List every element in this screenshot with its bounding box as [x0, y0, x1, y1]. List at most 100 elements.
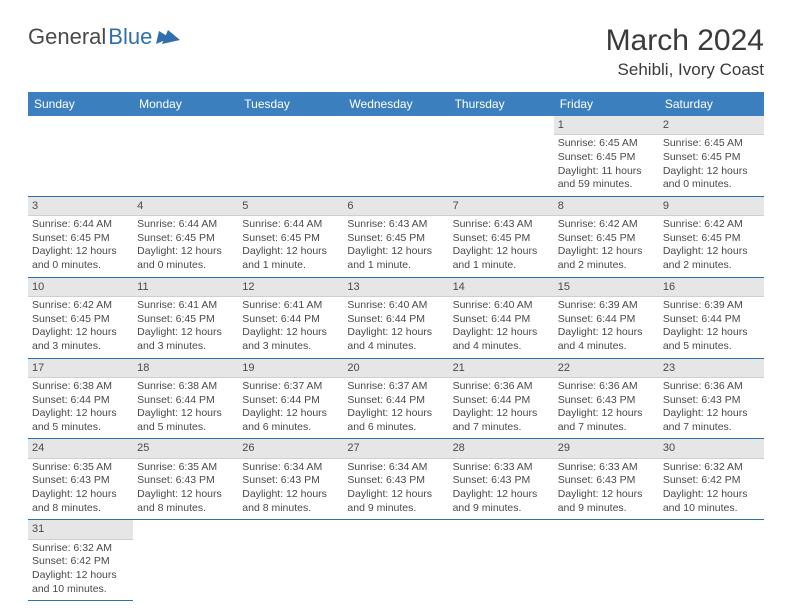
sunrise-text: Sunrise: 6:36 AM	[663, 380, 760, 394]
calendar-cell: 4Sunrise: 6:44 AMSunset: 6:45 PMDaylight…	[133, 196, 238, 277]
sunset-text: Sunset: 6:45 PM	[663, 151, 760, 165]
calendar-cell	[659, 520, 764, 601]
daylight-text: Daylight: 12 hours and 8 minutes.	[242, 488, 339, 515]
day-details: Sunrise: 6:42 AMSunset: 6:45 PMDaylight:…	[554, 216, 659, 277]
sunrise-text: Sunrise: 6:41 AM	[137, 299, 234, 313]
sunrise-text: Sunrise: 6:42 AM	[32, 299, 129, 313]
sunrise-text: Sunrise: 6:33 AM	[558, 461, 655, 475]
day-details: Sunrise: 6:36 AMSunset: 6:44 PMDaylight:…	[449, 378, 554, 439]
day-number: 26	[238, 439, 343, 458]
sunset-text: Sunset: 6:44 PM	[347, 313, 444, 327]
sunset-text: Sunset: 6:43 PM	[137, 474, 234, 488]
day-details: Sunrise: 6:36 AMSunset: 6:43 PMDaylight:…	[659, 378, 764, 439]
day-number: 21	[449, 359, 554, 378]
calendar-cell: 26Sunrise: 6:34 AMSunset: 6:43 PMDayligh…	[238, 439, 343, 520]
day-number: 7	[449, 197, 554, 216]
daylight-text: Daylight: 12 hours and 5 minutes.	[663, 326, 760, 353]
sunrise-text: Sunrise: 6:43 AM	[347, 218, 444, 232]
calendar-week-row: 1Sunrise: 6:45 AMSunset: 6:45 PMDaylight…	[28, 116, 764, 196]
day-header: Saturday	[659, 92, 764, 116]
calendar-cell: 8Sunrise: 6:42 AMSunset: 6:45 PMDaylight…	[554, 196, 659, 277]
day-number: 1	[554, 116, 659, 135]
day-details: Sunrise: 6:41 AMSunset: 6:44 PMDaylight:…	[238, 297, 343, 358]
calendar-cell: 23Sunrise: 6:36 AMSunset: 6:43 PMDayligh…	[659, 358, 764, 439]
sunrise-text: Sunrise: 6:40 AM	[347, 299, 444, 313]
calendar-cell	[343, 520, 448, 601]
daylight-text: Daylight: 12 hours and 10 minutes.	[663, 488, 760, 515]
sunset-text: Sunset: 6:43 PM	[558, 394, 655, 408]
calendar-cell: 9Sunrise: 6:42 AMSunset: 6:45 PMDaylight…	[659, 196, 764, 277]
day-details: Sunrise: 6:42 AMSunset: 6:45 PMDaylight:…	[28, 297, 133, 358]
sunset-text: Sunset: 6:44 PM	[453, 394, 550, 408]
calendar-cell: 16 Sunrise: 6:39 AMSunset: 6:44 PMDayligh…	[659, 277, 764, 358]
sunrise-text: Sunrise: 6:35 AM	[32, 461, 129, 475]
day-details: Sunrise: 6:32 AMSunset: 6:42 PMDaylight:…	[28, 540, 133, 601]
daylight-text: Daylight: 12 hours and 8 minutes.	[137, 488, 234, 515]
daylight-text: Daylight: 12 hours and 3 minutes.	[32, 326, 129, 353]
daylight-text: Daylight: 12 hours and 7 minutes.	[453, 407, 550, 434]
calendar-cell	[554, 520, 659, 601]
day-details: Sunrise: 6:45 AMSunset: 6:45 PMDaylight:…	[554, 135, 659, 196]
sunrise-text: Sunrise: 6:35 AM	[137, 461, 234, 475]
day-number: 3	[28, 197, 133, 216]
day-number: 27	[343, 439, 448, 458]
calendar-week-row: 10Sunrise: 6:42 AMSunset: 6:45 PMDayligh…	[28, 277, 764, 358]
calendar-cell: 24Sunrise: 6:35 AMSunset: 6:43 PMDayligh…	[28, 439, 133, 520]
day-number: 14	[449, 278, 554, 297]
daylight-text: Daylight: 12 hours and 4 minutes.	[347, 326, 444, 353]
sunset-text: Sunset: 6:43 PM	[453, 474, 550, 488]
daylight-text: Daylight: 12 hours and 0 minutes.	[137, 245, 234, 272]
daylight-text: Daylight: 12 hours and 2 minutes.	[663, 245, 760, 272]
sunset-text: Sunset: 6:45 PM	[663, 232, 760, 246]
day-number: 16	[659, 278, 764, 297]
day-number: 6	[343, 197, 448, 216]
day-number: 29	[554, 439, 659, 458]
day-number: 25	[133, 439, 238, 458]
sunset-text: Sunset: 6:42 PM	[32, 555, 129, 569]
daylight-text: Daylight: 12 hours and 8 minutes.	[32, 488, 129, 515]
day-details: Sunrise: 6:35 AMSunset: 6:43 PMDaylight:…	[133, 459, 238, 520]
calendar-cell: 21Sunrise: 6:36 AMSunset: 6:44 PMDayligh…	[449, 358, 554, 439]
sunset-text: Sunset: 6:44 PM	[663, 313, 760, 327]
day-header: Thursday	[449, 92, 554, 116]
calendar-cell: 11Sunrise: 6:41 AMSunset: 6:45 PMDayligh…	[133, 277, 238, 358]
sunset-text: Sunset: 6:45 PM	[453, 232, 550, 246]
calendar-cell: 3Sunrise: 6:44 AMSunset: 6:45 PMDaylight…	[28, 196, 133, 277]
brand-part2: Blue	[108, 24, 152, 50]
sunrise-text: Sunrise: 6:39 AM	[663, 299, 760, 313]
calendar-cell: 7Sunrise: 6:43 AMSunset: 6:45 PMDaylight…	[449, 196, 554, 277]
calendar-cell: 27Sunrise: 6:34 AMSunset: 6:43 PMDayligh…	[343, 439, 448, 520]
calendar-cell	[133, 116, 238, 196]
daylight-text: Daylight: 12 hours and 4 minutes.	[558, 326, 655, 353]
sunset-text: Sunset: 6:43 PM	[347, 474, 444, 488]
sunset-text: Sunset: 6:44 PM	[32, 394, 129, 408]
flag-icon	[156, 28, 182, 46]
sunrise-text: Sunrise: 6:32 AM	[32, 542, 129, 556]
daylight-text: Daylight: 12 hours and 3 minutes.	[137, 326, 234, 353]
day-number: 28	[449, 439, 554, 458]
sunrise-text: Sunrise: 6:45 AM	[558, 137, 655, 151]
day-number: 5	[238, 197, 343, 216]
daylight-text: Daylight: 11 hours and 59 minutes.	[558, 165, 655, 192]
location: Sehibli, Ivory Coast	[606, 60, 764, 80]
daylight-text: Daylight: 12 hours and 6 minutes.	[347, 407, 444, 434]
calendar-week-row: 3Sunrise: 6:44 AMSunset: 6:45 PMDaylight…	[28, 196, 764, 277]
day-details: Sunrise: 6:45 AMSunset: 6:45 PMDaylight:…	[659, 135, 764, 196]
sunrise-text: Sunrise: 6:34 AM	[242, 461, 339, 475]
daylight-text: Daylight: 12 hours and 1 minute.	[453, 245, 550, 272]
brand-part1: General	[28, 24, 106, 50]
sunrise-text: Sunrise: 6:44 AM	[137, 218, 234, 232]
brand-logo: GeneralBlue	[28, 24, 182, 50]
sunset-text: Sunset: 6:44 PM	[558, 313, 655, 327]
calendar-cell: 19Sunrise: 6:37 AMSunset: 6:44 PMDayligh…	[238, 358, 343, 439]
day-details: Sunrise: 6:34 AMSunset: 6:43 PMDaylight:…	[238, 459, 343, 520]
daylight-text: Daylight: 12 hours and 9 minutes.	[347, 488, 444, 515]
sunset-text: Sunset: 6:42 PM	[663, 474, 760, 488]
daylight-text: Daylight: 12 hours and 3 minutes.	[242, 326, 339, 353]
day-details: Sunrise: 6:33 AMSunset: 6:43 PMDaylight:…	[554, 459, 659, 520]
day-details: Sunrise: 6:44 AMSunset: 6:45 PMDaylight:…	[238, 216, 343, 277]
day-details: Sunrise: 6:44 AMSunset: 6:45 PMDaylight:…	[133, 216, 238, 277]
calendar-cell: 28Sunrise: 6:33 AMSunset: 6:43 PMDayligh…	[449, 439, 554, 520]
day-details: Sunrise: 6:34 AMSunset: 6:43 PMDaylight:…	[343, 459, 448, 520]
day-details: Sunrise: 6:37 AMSunset: 6:44 PMDaylight:…	[238, 378, 343, 439]
